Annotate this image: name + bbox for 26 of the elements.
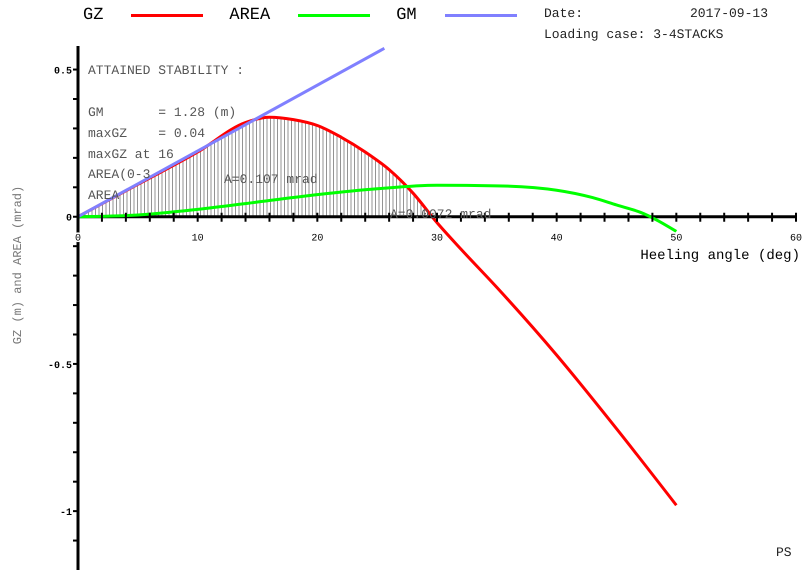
- x-tick-label: 30: [430, 234, 444, 245]
- annotation: A=0.0072 mrad: [390, 207, 492, 222]
- legend-label: AREA: [229, 6, 270, 25]
- x-axis-title: Heeling angle (deg): [640, 248, 800, 264]
- annotation: maxGZ at 16: [88, 147, 174, 162]
- text: 2017-09-13: [690, 6, 768, 21]
- text: Date:: [544, 6, 584, 21]
- y-axis-title: GZ (m) and AREA (mrad): [11, 186, 25, 344]
- annotation: GM = 1.28 (m): [88, 105, 236, 120]
- annotation: AREA(0-3: [88, 167, 150, 182]
- y-tick-label: 0.5: [54, 66, 72, 78]
- x-tick-label: 60: [790, 234, 802, 245]
- x-tick-label: 40: [550, 234, 563, 245]
- annotation: maxGZ = 0.04: [88, 126, 206, 141]
- annotation: PS: [776, 545, 792, 560]
- text: Loading case: 3-4STACKS: [544, 27, 724, 42]
- y-tick-label: 0: [66, 214, 72, 225]
- y-tick-label: -1: [60, 508, 72, 520]
- x-tick-label: 20: [311, 234, 324, 245]
- x-tick-label: 50: [670, 234, 682, 245]
- legend-label: GM: [396, 6, 417, 25]
- x-tick-label: 10: [192, 234, 204, 245]
- legend-label: GZ: [83, 6, 104, 25]
- line-series: [78, 184, 678, 233]
- annotation: ATTAINED STABILITY :: [88, 63, 244, 78]
- y-tick-label: -0.5: [48, 360, 72, 372]
